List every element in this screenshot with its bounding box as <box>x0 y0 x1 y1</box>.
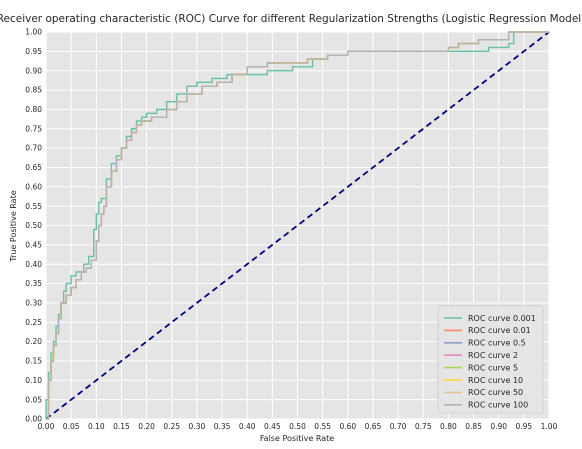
x-tick-label: 0.45 <box>264 422 281 431</box>
x-tick-label: 0.80 <box>440 422 457 431</box>
x-tick-label: 0.15 <box>113 422 130 431</box>
legend-label: ROC curve 0.001 <box>468 314 536 323</box>
y-tick-label: 0.40 <box>25 260 42 269</box>
legend-box <box>437 305 544 414</box>
legend-label: ROC curve 2 <box>468 351 518 360</box>
y-tick-label: 0.20 <box>25 337 42 346</box>
y-tick-label: 0.90 <box>25 66 42 75</box>
series-lines <box>45 31 549 420</box>
y-tick-label: 0.70 <box>25 144 42 153</box>
reference-diagonal <box>45 31 550 420</box>
x-tick-label: 0.10 <box>88 422 105 431</box>
y-tick-label: 0.15 <box>25 357 42 366</box>
y-tick-label: 0.25 <box>25 318 42 327</box>
reference-diagonal-line <box>45 31 550 420</box>
legend-label: ROC curve 0.01 <box>468 326 531 335</box>
legend-label: ROC curve 5 <box>468 363 518 372</box>
y-tick-label: 0.85 <box>25 86 42 95</box>
y-axis-label: True Positive Rate <box>9 190 18 262</box>
x-tick-label: 0.85 <box>465 422 482 431</box>
legend: ROC curve 0.001 ROC curve 0.01 ROC curve 0… <box>437 305 544 414</box>
x-tick-label: 0.65 <box>365 422 382 431</box>
y-tick-label: 0.55 <box>25 202 42 211</box>
series-line-7 <box>46 31 549 420</box>
y-tick-label: 0.30 <box>25 299 42 308</box>
y-tick-label: 0.65 <box>25 163 42 172</box>
y-tick-label: 0.60 <box>25 182 42 191</box>
x-tick-label: 0.75 <box>415 422 432 431</box>
x-tick-label: 0.55 <box>314 422 331 431</box>
legend-label: ROC curve 0.5 <box>468 339 526 348</box>
x-tick-label: 0.90 <box>490 422 507 431</box>
y-tick-label: 0.10 <box>25 376 42 385</box>
x-tick-label: 1.00 <box>541 422 558 431</box>
x-tick-label: 0.05 <box>63 422 80 431</box>
x-tick-label: 0.50 <box>289 422 306 431</box>
x-tick-label: 0.35 <box>214 422 231 431</box>
x-tick-label: 0.95 <box>515 422 532 431</box>
x-tick-label: 0.40 <box>239 422 256 431</box>
y-tick-label: 0.95 <box>25 47 42 56</box>
x-tick-label: 0.30 <box>189 422 206 431</box>
legend-label: ROC curve 100 <box>468 401 528 410</box>
y-tick-label: 0.50 <box>25 221 42 230</box>
y-tick-labels: 0.00 0.05 0.10 0.15 0.20 0.25 0.30 0.35 0.40 0.45… <box>25 28 42 424</box>
x-axis-label: False Positive Rate <box>260 434 334 443</box>
y-tick-label: 0.35 <box>25 279 42 288</box>
y-tick-label: 0.75 <box>25 124 42 133</box>
legend-label: ROC curve 10 <box>468 376 523 385</box>
x-tick-label: 0.25 <box>163 422 180 431</box>
x-tick-label: 0.00 <box>38 422 55 431</box>
y-tick-label: 1.00 <box>25 28 42 37</box>
y-tick-label: 0.05 <box>25 395 42 404</box>
y-tick-label: 0.45 <box>25 240 42 249</box>
y-tick-label: 0.00 <box>25 415 42 424</box>
x-tick-label: 0.60 <box>339 422 356 431</box>
legend-label: ROC curve 50 <box>468 388 523 397</box>
y-tick-label: 0.80 <box>25 105 42 114</box>
chart-title: Receiver operating characteristic (ROC) … <box>0 13 582 25</box>
x-tick-label: 0.20 <box>138 422 155 431</box>
x-tick-label: 0.70 <box>390 422 407 431</box>
x-tick-labels: 0.00 0.05 0.10 0.15 0.20 0.25 0.30 0.35 0.40 0.45… <box>38 422 558 431</box>
